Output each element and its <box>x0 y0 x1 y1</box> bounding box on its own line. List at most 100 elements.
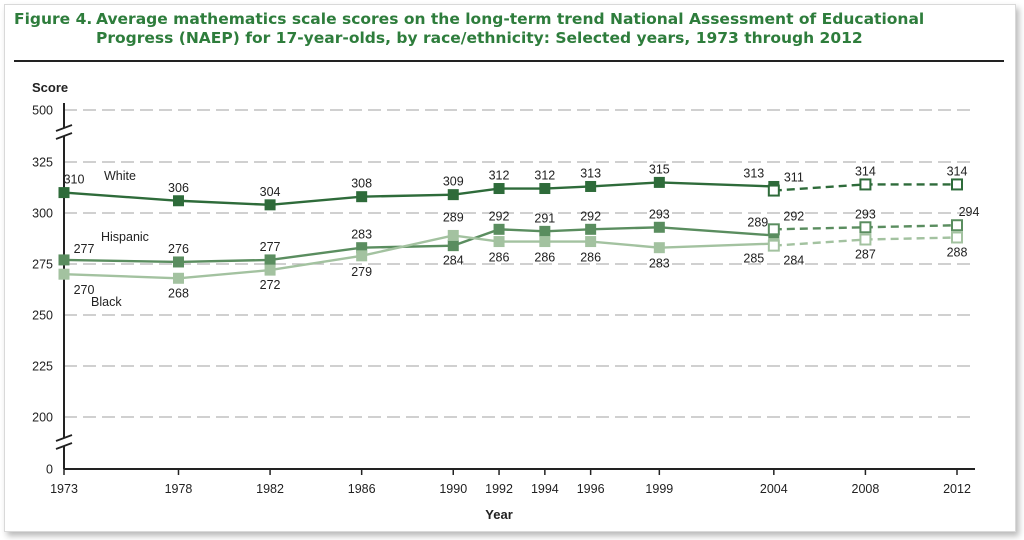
black-point-revised <box>859 233 872 246</box>
x-tick-label: 1982 <box>256 482 284 496</box>
black-data-label: 288 <box>947 245 968 259</box>
x-tick-label: 2004 <box>760 482 788 496</box>
white-point-original <box>539 183 551 195</box>
black-data-label: 285 <box>743 252 764 266</box>
black-data-label: 283 <box>649 257 670 271</box>
white-point-revised <box>951 178 963 191</box>
x-tick-label: 1994 <box>531 482 559 496</box>
hispanic-data-label: 291 <box>534 211 555 225</box>
hispanic-point-revised <box>859 221 872 234</box>
x-tick-label: 1986 <box>348 482 376 496</box>
y-tick-label: 225 <box>32 360 53 374</box>
y-tick-label: 275 <box>32 258 53 272</box>
hispanic-data-label: 284 <box>443 254 464 268</box>
white-point-original <box>653 176 665 188</box>
y-tick-label: 300 <box>32 207 53 221</box>
hispanic-data-label: 293 <box>855 207 876 221</box>
hispanic-point-original <box>58 254 70 266</box>
white-point-original <box>264 199 276 211</box>
black-series-label: Black <box>91 295 122 309</box>
black-point-original <box>585 236 597 248</box>
y-tick-label: 0 <box>46 463 53 477</box>
hispanic-point-revised <box>951 219 963 232</box>
axis-break-gap-2 <box>56 438 72 446</box>
white-point-original <box>172 195 184 207</box>
white-data-label: 315 <box>649 162 670 176</box>
hispanic-data-label: 292 <box>783 209 804 223</box>
x-axis-label: Year <box>485 507 512 522</box>
white-series-label: White <box>104 169 136 183</box>
white-data-label: 314 <box>947 164 968 178</box>
black-data-label: 287 <box>855 248 876 262</box>
white-data-label: 304 <box>260 185 281 199</box>
black-line-original <box>63 234 774 280</box>
x-tick-label: 1978 <box>165 482 193 496</box>
axis-break-mark-2 <box>55 434 73 442</box>
hispanic-point-original <box>264 254 276 266</box>
hispanic-series-label: Hispanic <box>101 230 149 244</box>
hispanic-point-original <box>493 223 505 235</box>
black-point-original <box>493 236 505 248</box>
x-tick-label: 2012 <box>943 482 971 496</box>
black-point-original <box>447 229 459 241</box>
hispanic-data-label: 276 <box>168 242 189 256</box>
white-data-label: 309 <box>443 175 464 189</box>
hispanic-point-original <box>768 229 780 241</box>
black-point-original <box>539 236 551 248</box>
black-data-label: 284 <box>783 254 804 268</box>
black-data-label: 268 <box>168 286 189 300</box>
white-point-original <box>585 180 597 192</box>
figure-number: Figure 4. <box>14 10 93 28</box>
x-tick-label: 1996 <box>577 482 605 496</box>
hispanic-data-label: 293 <box>649 207 670 221</box>
white-point-original <box>493 183 505 195</box>
hispanic-data-label: 292 <box>489 209 510 223</box>
figure-title-text: Average mathematics scale scores on the … <box>96 10 925 47</box>
hispanic-point-original <box>653 221 665 233</box>
black-data-label: 272 <box>260 278 281 292</box>
white-point-revised <box>859 178 872 191</box>
black-data-label: 289 <box>443 210 464 224</box>
hispanic-data-label: 289 <box>747 215 768 229</box>
axis-break-gap-1 <box>56 128 72 136</box>
y-tick-label: 325 <box>32 156 53 170</box>
white-point-original <box>447 189 459 201</box>
white-point-original <box>356 191 368 203</box>
y-tick-label: 200 <box>32 411 53 425</box>
black-data-label: 279 <box>351 265 372 279</box>
x-tick-label: 1999 <box>645 482 673 496</box>
figure-title: Figure 4. Average mathematics scale score… <box>14 10 1004 48</box>
hispanic-point-original <box>172 256 184 268</box>
y-tick-label: 250 <box>32 309 53 323</box>
black-point-revised <box>951 231 963 244</box>
black-point-original <box>172 272 184 284</box>
black-point-original <box>58 268 70 280</box>
hispanic-point-original <box>447 240 459 252</box>
x-tick-label: 2008 <box>852 482 880 496</box>
white-point-revised <box>767 184 780 197</box>
black-data-label: 286 <box>489 251 510 265</box>
white-data-label: 306 <box>168 181 189 195</box>
x-tick-label: 1992 <box>485 482 513 496</box>
white-point-original <box>58 187 70 199</box>
white-data-label: 312 <box>489 169 510 183</box>
black-point-original <box>264 264 276 276</box>
x-tick-label: 1990 <box>439 482 467 496</box>
black-point-original <box>653 242 665 254</box>
hispanic-data-label: 277 <box>74 242 95 256</box>
hispanic-data-label: 294 <box>959 205 980 219</box>
y-axis-label: Score <box>32 80 68 95</box>
white-data-label: 312 <box>534 169 555 183</box>
hispanic-point-original <box>539 225 551 237</box>
title-rule <box>14 60 1004 62</box>
white-data-label: 314 <box>855 164 876 178</box>
hispanic-data-label: 283 <box>351 228 372 242</box>
x-tick-label: 1973 <box>50 482 78 496</box>
black-point-revised <box>767 239 780 252</box>
hispanic-point-revised <box>767 223 780 236</box>
axis-break-mark-2 <box>55 442 73 450</box>
hispanic-point-original <box>585 223 597 235</box>
white-data-label: 310 <box>64 173 85 187</box>
black-data-label: 286 <box>534 251 555 265</box>
